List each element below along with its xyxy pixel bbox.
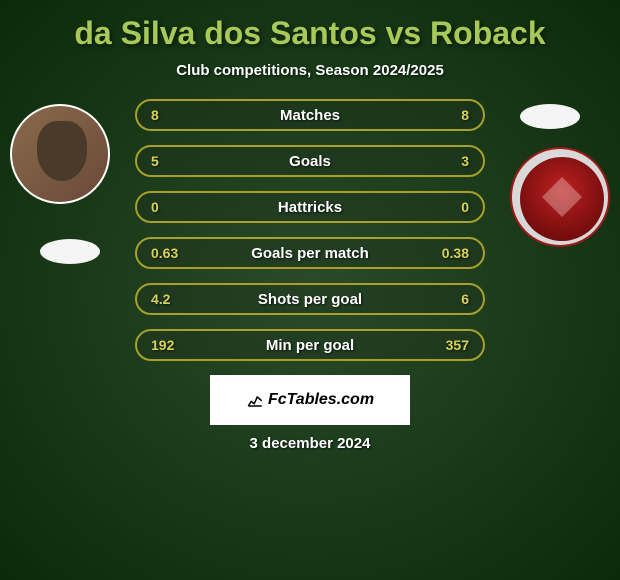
stat-label: Shots per goal [258,291,362,308]
date-text: 3 december 2024 [0,435,620,452]
subtitle: Club competitions, Season 2024/2025 [0,62,620,79]
stat-row-matches: 8 Matches 8 [135,99,485,131]
chart-icon [246,391,264,409]
stat-left-value: 5 [151,153,191,169]
club-crest-icon [520,157,604,241]
player-left-badge [40,239,100,264]
stat-left-value: 4.2 [151,291,191,307]
player-right-badge [520,104,580,129]
stat-row-goals: 5 Goals 3 [135,145,485,177]
player-left-avatar [10,104,110,204]
player-right-avatar [510,147,610,247]
stat-row-hattricks: 0 Hattricks 0 [135,191,485,223]
footer-attribution[interactable]: FcTables.com [210,375,410,425]
stat-label: Min per goal [266,337,354,354]
stat-label: Hattricks [278,199,342,216]
comparison-card: da Silva dos Santos vs Roback Club compe… [0,0,620,462]
stat-label: Matches [280,107,340,124]
stat-left-value: 8 [151,107,191,123]
stat-left-value: 192 [151,337,191,353]
stat-right-value: 0.38 [429,245,469,261]
stats-list: 8 Matches 8 5 Goals 3 0 Hattricks 0 0.63… [135,99,485,361]
content-area: 8 Matches 8 5 Goals 3 0 Hattricks 0 0.63… [0,99,620,452]
stat-right-value: 357 [429,337,469,353]
stat-right-value: 6 [429,291,469,307]
stat-left-value: 0 [151,199,191,215]
footer-label: FcTables.com [268,391,374,409]
stat-label: Goals per match [251,245,369,262]
fctables-logo: FcTables.com [246,391,374,409]
stat-right-value: 3 [429,153,469,169]
stat-row-goals-per-match: 0.63 Goals per match 0.38 [135,237,485,269]
stat-right-value: 0 [429,199,469,215]
stat-row-shots-per-goal: 4.2 Shots per goal 6 [135,283,485,315]
page-title: da Silva dos Santos vs Roback [0,15,620,52]
stat-right-value: 8 [429,107,469,123]
stat-label: Goals [289,153,331,170]
stat-row-min-per-goal: 192 Min per goal 357 [135,329,485,361]
stat-left-value: 0.63 [151,245,191,261]
